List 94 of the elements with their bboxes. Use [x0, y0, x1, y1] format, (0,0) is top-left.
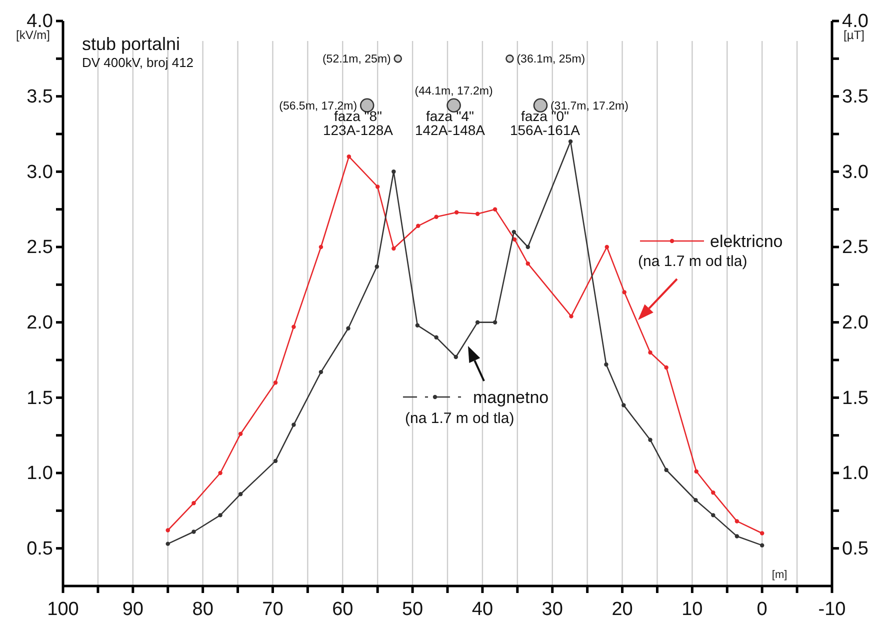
y2-tick-label: 0.5: [842, 538, 868, 560]
point: [512, 230, 516, 234]
x-tick-label: 90: [122, 599, 144, 620]
x-tick-label: 60: [332, 599, 354, 620]
point: [604, 244, 610, 250]
annotation: (56.5m, 17.2m): [279, 100, 358, 112]
point: [454, 354, 458, 360]
legend-label: elektricno: [710, 232, 783, 251]
y2-tick-label: 2.5: [842, 237, 868, 258]
point: [734, 519, 740, 524]
point: [694, 469, 698, 474]
y-axis-title: [kV/m]: [16, 28, 50, 42]
legend-label: magnetno: [473, 388, 549, 407]
point: [273, 380, 278, 385]
x-tick-label: -10: [818, 599, 846, 620]
point: [218, 513, 222, 518]
point: [392, 246, 396, 251]
x-tick-label: 80: [192, 599, 214, 620]
point: [218, 470, 222, 476]
point: [664, 468, 668, 472]
point: [454, 210, 459, 214]
point: [475, 212, 480, 216]
point: [760, 531, 764, 536]
y2-axis-title: [µT]: [844, 28, 864, 42]
y-tick-label: 3.5: [26, 86, 53, 108]
y-tick-label: 0.5: [26, 538, 53, 560]
point: [604, 362, 608, 367]
point: [526, 261, 530, 266]
point: [292, 422, 296, 427]
point: [622, 403, 626, 408]
point: [711, 513, 716, 518]
text: stub portalni: [82, 34, 180, 54]
y2-tick-label: 3.0: [842, 162, 868, 183]
point: [711, 490, 716, 495]
point: [166, 542, 170, 546]
x-tick-label: 20: [612, 599, 633, 620]
y-tick-label: 1.5: [26, 388, 53, 409]
annotation: (44.1m, 17.2m): [414, 85, 493, 98]
point: [374, 264, 380, 269]
point: [318, 244, 324, 250]
y-tick-label: 2.5: [26, 237, 53, 258]
text: DV 400kV, broj 412: [82, 55, 194, 70]
point: [492, 207, 498, 212]
point: [622, 290, 626, 294]
point: [434, 214, 438, 219]
point: [273, 458, 278, 464]
point: [375, 184, 380, 189]
y2-tick-label: 3.5: [842, 86, 868, 108]
x-tick-label: 0: [756, 599, 768, 620]
x-tick-label: 70: [262, 599, 284, 620]
y2-tick-label: 1.5: [842, 388, 868, 409]
x-tick-label: 100: [47, 599, 79, 620]
x-tick-label: 30: [542, 599, 563, 620]
point: [415, 323, 420, 328]
point: [166, 528, 170, 532]
point: [492, 320, 498, 324]
x-tick-label: 50: [402, 599, 424, 620]
point: [392, 170, 396, 174]
point: [434, 335, 438, 340]
point: [346, 154, 352, 159]
x-tick-label: 10: [682, 599, 703, 620]
point: [192, 501, 196, 506]
point: [346, 326, 350, 330]
point: [734, 534, 740, 538]
point: [664, 365, 668, 370]
annotation: (na 1.7 m od tla): [405, 410, 514, 427]
annotation: (36.1m, 25m): [516, 54, 586, 66]
y-tick-label: 2.0: [26, 312, 53, 334]
x-axis-title: [m]: [772, 569, 788, 581]
y-tick-label: 1.0: [26, 463, 53, 484]
point: [318, 370, 324, 374]
point: [526, 244, 530, 250]
point: [192, 530, 196, 534]
annotation: (52.1m, 25m): [322, 54, 392, 66]
x-tick-label: 40: [472, 599, 494, 620]
point: [475, 320, 480, 324]
point: [568, 139, 573, 144]
point: [238, 492, 243, 496]
point: [648, 438, 652, 442]
annotation: 142A-148A: [414, 122, 486, 138]
y-tick-label: 3.0: [26, 162, 53, 183]
point: [238, 432, 243, 436]
point: [292, 324, 296, 329]
annotation: 123A-128A: [322, 122, 394, 138]
point: [760, 543, 764, 548]
point: [694, 498, 698, 502]
annotation: (na 1.7 m od tla): [638, 253, 748, 270]
point: [648, 350, 652, 355]
annotation: faza "4": [426, 108, 474, 124]
y2-tick-label: 1.0: [842, 463, 868, 484]
point: [416, 224, 420, 228]
annotation: 156A-161A: [510, 122, 581, 138]
y2-tick-label: 2.0: [842, 312, 868, 334]
point: [569, 314, 574, 318]
